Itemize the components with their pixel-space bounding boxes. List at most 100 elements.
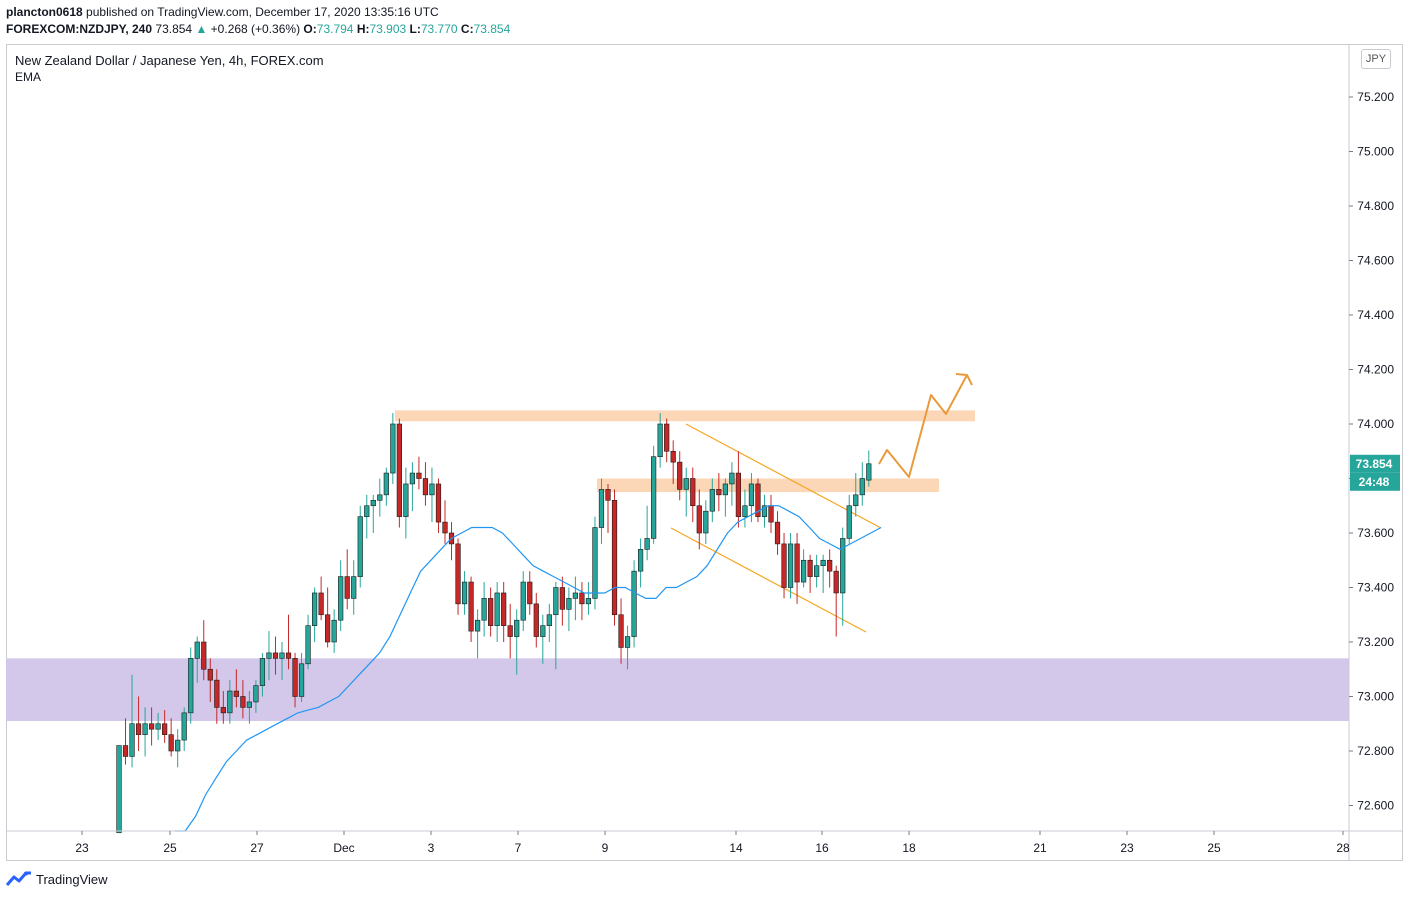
candle-body	[494, 592, 500, 626]
candle	[696, 489, 702, 550]
candle-body	[553, 587, 559, 616]
chart-frame[interactable]	[6, 44, 1403, 861]
candle	[448, 522, 455, 561]
candle	[305, 614, 311, 670]
candle-body	[683, 478, 689, 490]
candle-body	[840, 538, 846, 594]
candle-body	[585, 598, 592, 605]
time-tick-label: 23	[1120, 841, 1134, 855]
candle	[800, 549, 807, 588]
candle-body	[168, 734, 174, 752]
candle	[383, 467, 389, 506]
candle-body	[311, 592, 318, 626]
time-tick-label: 14	[729, 841, 743, 855]
candle	[481, 582, 487, 637]
candle-body	[605, 489, 611, 501]
candle	[787, 533, 794, 599]
candle	[351, 560, 357, 615]
candle	[631, 560, 637, 648]
candle-body	[833, 570, 839, 594]
candle	[742, 489, 748, 528]
candle-body	[338, 576, 344, 621]
candle	[214, 669, 220, 724]
candle-body	[598, 489, 605, 528]
symbol-info: FOREXCOM:NZDJPY, 240 73.854 ▲ +0.268 (+0…	[6, 22, 510, 36]
candle-body	[690, 478, 696, 507]
candle	[540, 614, 546, 664]
candle	[253, 680, 259, 713]
candle	[827, 549, 833, 588]
price-tick-label: 72.800	[1357, 744, 1394, 758]
candle	[227, 680, 233, 724]
candle-body	[155, 723, 161, 730]
ema-legend[interactable]: EMA	[15, 70, 42, 84]
candle-body	[853, 494, 859, 507]
candle-body	[305, 625, 311, 665]
candle	[546, 603, 552, 642]
candle	[409, 462, 416, 512]
candle-body	[572, 592, 578, 599]
candle	[690, 467, 696, 523]
candle	[866, 450, 872, 487]
candle-body	[298, 663, 305, 697]
candle-body	[142, 723, 148, 735]
candle-body	[364, 505, 370, 517]
candle	[272, 636, 279, 675]
candle	[122, 718, 129, 765]
currency-button[interactable]: JPY	[1361, 49, 1391, 69]
candle-body	[279, 652, 285, 659]
up-arrow-icon: ▲	[195, 22, 208, 36]
candle-body	[748, 483, 755, 507]
candle	[129, 674, 135, 768]
candle-body	[214, 679, 220, 708]
candle	[149, 707, 155, 746]
candle	[390, 413, 396, 484]
candle-body	[194, 641, 200, 659]
publisher-name[interactable]: plancton0618	[6, 5, 83, 19]
candle-body	[468, 581, 474, 632]
candle-body	[227, 690, 233, 714]
candle	[520, 571, 526, 632]
candle-body	[611, 499, 618, 616]
candle	[553, 582, 559, 670]
candle	[846, 494, 852, 544]
candle-body	[292, 658, 298, 697]
candle	[637, 538, 644, 588]
candle-body	[422, 478, 429, 496]
candle-body	[266, 652, 272, 659]
candle-body	[761, 505, 768, 517]
candle-body	[533, 603, 539, 637]
candle	[598, 478, 605, 544]
candle-body	[233, 690, 239, 697]
candle	[572, 576, 578, 621]
tradingview-brand[interactable]: TradingView	[6, 871, 108, 887]
candle	[298, 652, 305, 702]
candle-body	[787, 543, 794, 588]
candle-body	[703, 510, 709, 534]
candle	[611, 489, 618, 626]
candle	[716, 473, 722, 512]
candle-body	[520, 581, 526, 621]
close-label: C:	[460, 22, 474, 36]
candle-body	[827, 559, 833, 572]
candle	[429, 467, 435, 523]
candle-body	[207, 668, 213, 681]
candle-body	[859, 478, 865, 496]
candle	[585, 582, 592, 615]
candle-body	[755, 483, 761, 517]
candle	[677, 451, 683, 501]
candle-body	[729, 472, 735, 485]
time-tick-label: 25	[1207, 841, 1221, 855]
candle-body	[501, 592, 507, 626]
price-tick-label: 74.800	[1357, 199, 1394, 213]
candle	[422, 462, 429, 506]
symbol-label: FOREXCOM:NZDJPY, 240	[6, 22, 153, 36]
candle-body	[651, 456, 657, 539]
candle	[592, 516, 598, 610]
last-price: 73.854	[155, 22, 193, 36]
chart-legend-title[interactable]: New Zealand Dollar / Japanese Yen, 4h, F…	[15, 53, 324, 68]
candle	[507, 603, 513, 659]
candle	[624, 625, 631, 670]
candle	[201, 620, 207, 681]
